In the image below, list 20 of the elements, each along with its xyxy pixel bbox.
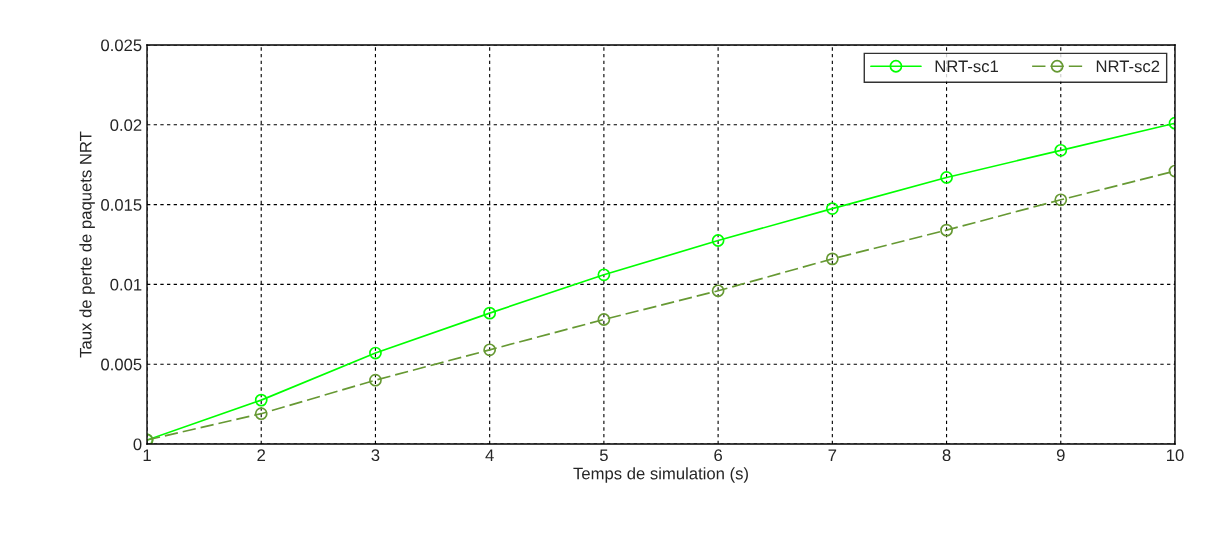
x-tick-label: 2 [257,449,266,461]
y-tick-label: 0.02 [110,119,142,131]
legend-label: NRT-sc2 [1096,60,1160,73]
x-tick-label: 7 [828,449,837,461]
x-tick-label: 6 [714,449,723,462]
x-tick-label: 4 [485,449,494,461]
x-tick-label: 5 [599,449,608,462]
y-tick-label: 0.005 [101,358,142,371]
x-axis-title: Temps de simulation (s) [573,467,748,483]
x-tick-label: 9 [1056,449,1065,462]
x-tick-label: 3 [371,449,380,462]
y-tick-label: 0.015 [101,199,142,211]
x-tick-label: 8 [942,449,951,462]
y-tick-label: 0.01 [110,278,142,291]
legend-label: NRT-sc1 [935,60,998,73]
y-tick-label: 0.025 [101,39,142,52]
x-tick-label: 1 [143,449,151,461]
y-axis-title: Taux de perte de paquets NRT [79,131,95,358]
x-tick-label: 10 [1167,449,1184,462]
y-tick-label: 0 [133,438,142,451]
